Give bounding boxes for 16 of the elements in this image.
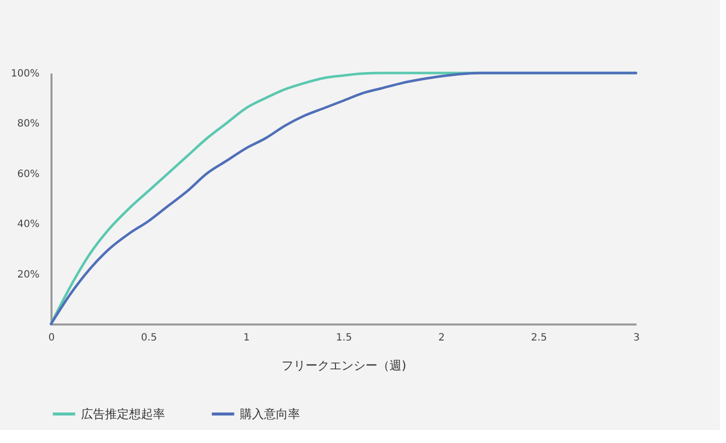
x-tick-label: 0 (48, 332, 55, 344)
y-tick-label: 40% (17, 219, 40, 230)
x-tick-label: 2.5 (531, 332, 547, 344)
y-tick-label: 60% (17, 168, 40, 180)
legend-label: 購入意向率 (240, 407, 300, 421)
x-tick-label: 1.5 (336, 332, 352, 344)
x-tick-label: 0.5 (141, 332, 157, 344)
x-tick-label: 1 (243, 332, 250, 344)
y-tick-label: 100% (10, 68, 40, 80)
legend-label: 広告推定想起率 (81, 407, 165, 421)
y-tick-label: 80% (17, 118, 40, 130)
y-tick-label: 20% (17, 269, 40, 280)
line-series (50, 72, 638, 326)
x-tick-label: 2 (438, 332, 445, 344)
x-tick-label: 3 (633, 332, 640, 344)
x-axis-title: フリークエンシー（週) (282, 358, 406, 372)
